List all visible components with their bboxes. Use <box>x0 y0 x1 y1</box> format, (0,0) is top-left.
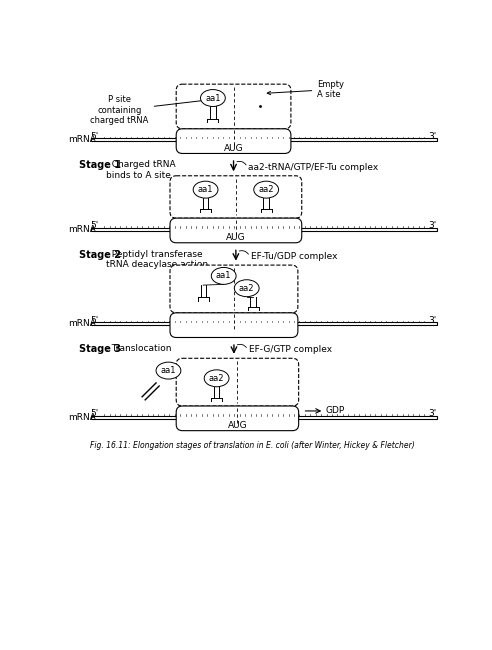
Text: AUG: AUG <box>228 421 247 430</box>
Text: 3': 3' <box>429 409 437 418</box>
Text: Stage 1: Stage 1 <box>79 161 121 170</box>
Text: mRNA: mRNA <box>68 135 95 144</box>
Ellipse shape <box>193 181 218 198</box>
Text: mRNA: mRNA <box>68 225 95 234</box>
Bar <box>91 138 436 142</box>
Text: : Charged tRNA
binds to A site: : Charged tRNA binds to A site <box>106 161 176 180</box>
Bar <box>91 227 436 231</box>
Text: EF-Tu/GDP complex: EF-Tu/GDP complex <box>250 252 337 261</box>
Ellipse shape <box>211 267 236 284</box>
Text: 3': 3' <box>429 316 437 324</box>
Text: aa1: aa1 <box>216 272 231 280</box>
FancyBboxPatch shape <box>176 406 299 431</box>
Text: aa1: aa1 <box>161 366 176 375</box>
FancyBboxPatch shape <box>170 176 302 218</box>
Text: aa2-tRNA/GTP/EF-Tu complex: aa2-tRNA/GTP/EF-Tu complex <box>248 162 378 172</box>
Text: Stage 2: Stage 2 <box>79 250 121 260</box>
Text: mRNA: mRNA <box>68 319 95 328</box>
Text: mRNA: mRNA <box>68 413 95 422</box>
Text: : Peptidyl transferase
tRNA deacylase action: : Peptidyl transferase tRNA deacylase ac… <box>106 250 209 269</box>
Text: aa2: aa2 <box>209 374 224 383</box>
Text: 3': 3' <box>429 221 437 230</box>
Ellipse shape <box>201 90 225 107</box>
Bar <box>91 415 436 419</box>
Text: 5': 5' <box>90 131 98 140</box>
Text: AUG: AUG <box>226 233 246 242</box>
FancyBboxPatch shape <box>176 84 291 129</box>
FancyBboxPatch shape <box>170 265 298 313</box>
Ellipse shape <box>204 370 229 387</box>
Text: 3': 3' <box>429 131 437 140</box>
Text: Fig. 16.11: Elongation stages of translation in E. coli (after Winter, Hickey & : Fig. 16.11: Elongation stages of transla… <box>90 441 415 450</box>
Text: 5': 5' <box>90 409 98 418</box>
Text: Stage 3: Stage 3 <box>79 344 121 354</box>
Ellipse shape <box>234 280 259 296</box>
Text: aa1: aa1 <box>205 94 220 103</box>
Text: GDP: GDP <box>326 406 345 415</box>
Text: 5': 5' <box>90 316 98 324</box>
Text: 5': 5' <box>90 221 98 230</box>
Text: Empty
A site: Empty A site <box>267 80 344 99</box>
Text: P site
containing
charged tRNA: P site containing charged tRNA <box>91 96 208 125</box>
Bar <box>91 322 436 326</box>
Text: EF-G/GTP complex: EF-G/GTP complex <box>248 345 332 354</box>
Text: : Translocation: : Translocation <box>106 344 172 354</box>
FancyBboxPatch shape <box>176 129 291 153</box>
Ellipse shape <box>156 362 181 379</box>
FancyBboxPatch shape <box>176 358 299 406</box>
FancyBboxPatch shape <box>170 313 298 337</box>
Ellipse shape <box>254 181 278 198</box>
FancyBboxPatch shape <box>170 218 302 243</box>
Text: aa2: aa2 <box>239 283 254 292</box>
Text: aa2: aa2 <box>258 185 274 194</box>
Text: aa1: aa1 <box>198 185 214 194</box>
Text: AUG: AUG <box>224 144 244 153</box>
